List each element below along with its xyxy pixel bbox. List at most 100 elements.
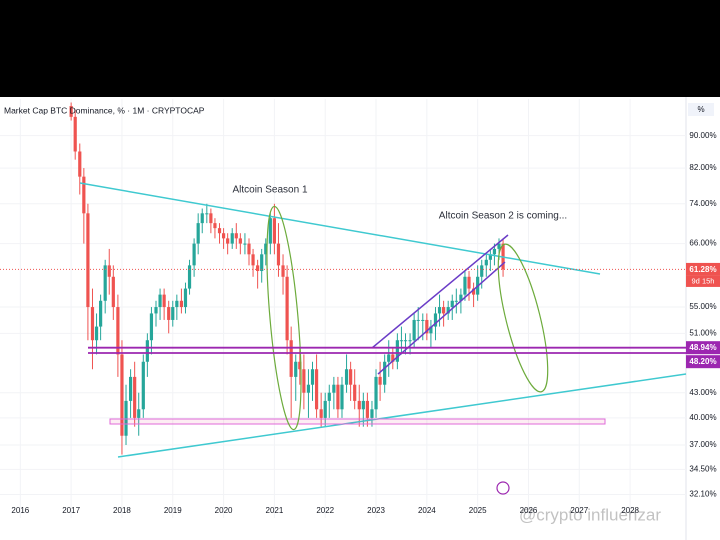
candle-body <box>437 307 442 314</box>
candle-body <box>357 400 361 410</box>
candle-body <box>332 384 336 393</box>
candle-body <box>429 326 433 334</box>
y-tick-label: 74.00% <box>689 199 716 208</box>
x-tick-label: 2025 <box>469 506 487 515</box>
plot-background <box>0 97 720 540</box>
candle-body <box>154 307 158 314</box>
candle-body <box>149 313 154 341</box>
y-tick-label: 82.00% <box>689 163 716 172</box>
support-zone <box>109 418 606 425</box>
price-lines <box>0 268 686 354</box>
candle-body <box>86 213 90 308</box>
candle-body <box>353 384 357 401</box>
candle-body <box>450 300 454 308</box>
season-ellipse <box>497 243 549 393</box>
candle-body <box>302 369 306 393</box>
candle-body <box>251 254 255 266</box>
y-tick-label: 43.00% <box>689 388 716 397</box>
candle-body <box>69 106 73 117</box>
candle-body <box>459 294 463 301</box>
unit-box <box>688 103 714 116</box>
x-tick-label: 2019 <box>164 506 182 515</box>
candle-body <box>446 307 450 314</box>
candle-body <box>264 243 268 255</box>
price-label: 61.28% <box>689 265 716 274</box>
candle-body <box>403 340 408 342</box>
candle-body <box>327 392 331 401</box>
y-tick-label: 90.00% <box>689 131 716 140</box>
candle-body <box>387 354 391 362</box>
candle-body <box>349 369 353 385</box>
candle-body <box>425 319 429 334</box>
candle-body <box>383 361 387 385</box>
candle-body <box>433 313 438 327</box>
candle-body <box>221 233 226 239</box>
candle-body <box>306 384 311 393</box>
candle-body <box>213 223 217 229</box>
candle-body <box>310 369 315 385</box>
candle-body <box>111 276 115 308</box>
candle-body <box>340 384 344 410</box>
candle-body <box>124 400 128 436</box>
candle-body <box>167 307 171 320</box>
candle-body <box>395 340 399 362</box>
watermark: @crypto influenzar <box>519 505 661 524</box>
candle-body <box>103 265 107 301</box>
candle-body <box>90 307 95 341</box>
x-tick-label: 2020 <box>215 506 233 515</box>
candle-body <box>336 384 340 410</box>
candle-body <box>421 319 425 321</box>
candle-body <box>497 243 501 249</box>
candle-body <box>484 259 488 266</box>
candle-body <box>158 294 162 308</box>
candle-body <box>408 340 412 342</box>
price-label: 48.20% <box>689 357 716 366</box>
trend-line <box>117 373 687 458</box>
y-tick-label: 34.50% <box>689 464 716 473</box>
candle-body <box>78 151 82 177</box>
x-tick-label: 2024 <box>418 506 436 515</box>
candle-body <box>442 307 446 314</box>
candle-body <box>416 319 420 321</box>
drawings <box>79 182 687 495</box>
candle-body <box>412 319 416 341</box>
price-label-box <box>686 341 720 355</box>
candle-body <box>399 340 404 342</box>
candle-body <box>217 228 222 234</box>
candle-body <box>298 361 302 370</box>
channel-line <box>377 261 506 375</box>
annotation: Altcoin Season 1 <box>232 185 307 196</box>
candle-body <box>145 340 149 362</box>
trend-line <box>79 182 601 275</box>
candle-body <box>365 400 369 418</box>
x-tick-label: 2018 <box>113 506 131 515</box>
candle-body <box>133 376 137 418</box>
candle-body <box>268 218 272 244</box>
x-tick-label: 2017 <box>62 506 80 515</box>
candle-body <box>471 288 476 295</box>
candle-body <box>209 213 213 224</box>
candle-body <box>137 409 141 418</box>
candle-body <box>480 265 484 277</box>
channel-line <box>371 234 509 349</box>
candle-body <box>171 307 175 320</box>
event-icon <box>496 481 510 495</box>
candle-body <box>82 176 86 214</box>
y-tick-label: 32.10% <box>689 490 716 499</box>
candle-body <box>107 265 111 277</box>
candle-body <box>374 376 378 410</box>
candle-body <box>370 409 374 418</box>
y-tick-label: 40.00% <box>689 413 716 422</box>
x-tick-label: 2027 <box>570 506 588 515</box>
candle-body <box>391 354 395 362</box>
y-tick-label: 51.00% <box>689 328 716 337</box>
candle-body <box>187 265 192 289</box>
candle-body <box>183 288 188 308</box>
x-tick-label: 2022 <box>316 506 334 515</box>
candle-body <box>94 326 99 341</box>
y-tick-label: 66.00% <box>689 239 716 248</box>
annotation: Altcoin Season 2 is coming... <box>439 211 567 222</box>
candle-body <box>200 213 204 224</box>
x-tick-label: 2023 <box>367 506 385 515</box>
